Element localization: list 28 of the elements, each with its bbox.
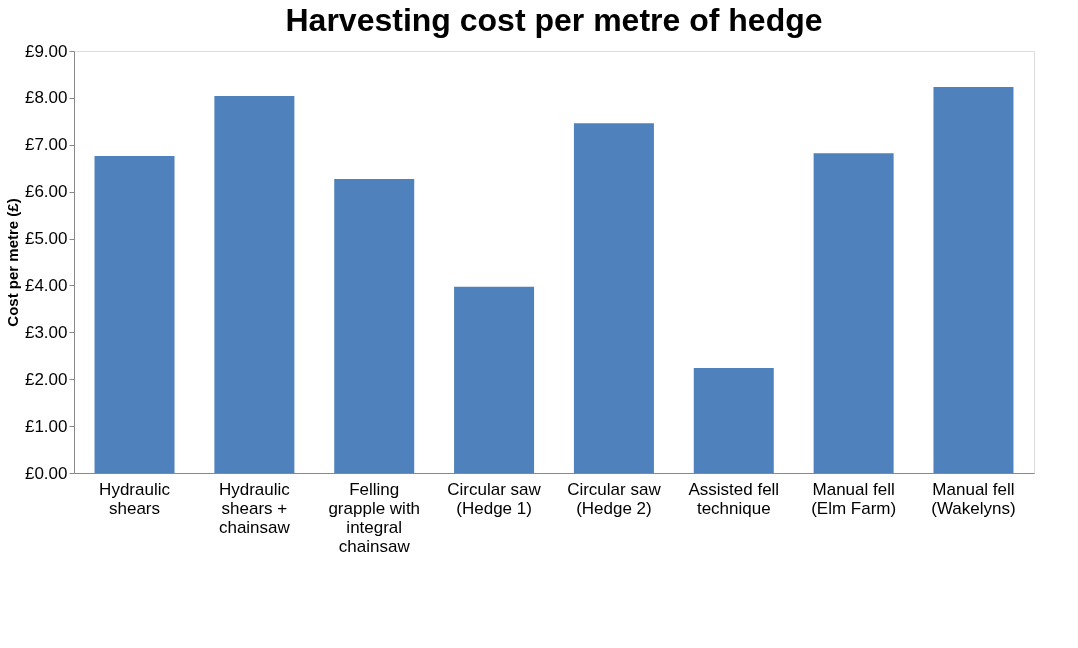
x-tick-label: Hydraulic shears + chainsaw (218, 479, 291, 537)
bar (573, 123, 654, 473)
bar (94, 156, 175, 473)
y-tick-label: £3.00 (24, 322, 68, 342)
y-axis-title: Cost per metre (£) (3, 198, 21, 327)
bar (334, 179, 415, 473)
y-tick-label: £6.00 (24, 182, 68, 202)
y-tick-label: £7.00 (24, 135, 68, 155)
bar (933, 87, 1014, 473)
x-tick-label: Manual fell (Wakelyns) (931, 479, 1016, 518)
bar (693, 367, 774, 473)
chart-title: Harvesting cost per metre of hedge (285, 2, 823, 38)
x-tick-label: Felling grapple with integral chainsaw (328, 479, 421, 556)
y-tick-label: £5.00 (24, 229, 68, 249)
y-tick-label: £0.00 (24, 463, 68, 483)
bar (454, 286, 535, 473)
bar (214, 96, 295, 473)
y-tick-label: £9.00 (24, 41, 68, 61)
bar (813, 153, 894, 473)
x-tick-label: Assisted fell technique (688, 479, 780, 518)
x-tick-label: Manual fell (Elm Farm) (811, 479, 897, 518)
x-tick-label: Hydraulic shears (99, 479, 171, 518)
y-tick-label: £1.00 (24, 416, 68, 436)
x-tick-label: Circular saw (Hedge 2) (567, 479, 662, 518)
y-tick-label: £8.00 (24, 88, 68, 108)
x-tick-label: Circular saw (Hedge 1) (447, 479, 542, 518)
y-tick-label: £4.00 (24, 275, 68, 295)
y-tick-label: £2.00 (24, 369, 68, 389)
